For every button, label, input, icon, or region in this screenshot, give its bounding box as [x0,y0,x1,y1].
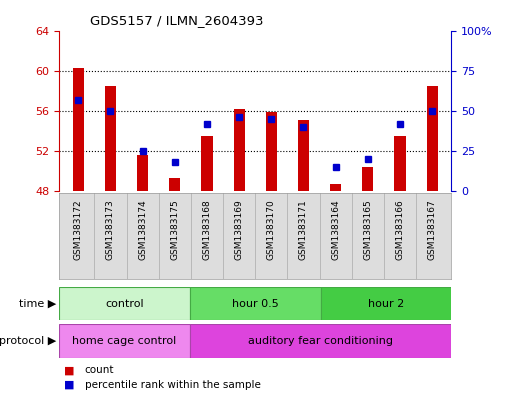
Text: GSM1383168: GSM1383168 [203,200,211,260]
Text: GSM1383174: GSM1383174 [138,200,147,260]
Bar [362,167,373,191]
Bar [59,324,190,358]
Text: GSM1383165: GSM1383165 [363,200,372,260]
Text: percentile rank within the sample: percentile rank within the sample [85,380,261,390]
Bar [266,112,277,191]
Text: GSM1383166: GSM1383166 [396,200,404,260]
Bar [190,287,321,320]
Text: hour 2: hour 2 [368,299,404,309]
Text: control: control [105,299,144,309]
Bar [169,178,181,191]
Bar [59,287,190,320]
Text: GSM1383167: GSM1383167 [428,200,437,260]
Bar [321,287,451,320]
Bar [298,120,309,191]
Text: GSM1383175: GSM1383175 [170,200,180,260]
Text: ■: ■ [64,365,74,375]
Bar [233,109,245,191]
Text: home cage control: home cage control [72,336,176,346]
Text: GSM1383169: GSM1383169 [234,200,244,260]
Text: protocol ▶: protocol ▶ [0,336,56,346]
Bar [73,68,84,191]
Text: ■: ■ [64,380,74,390]
Text: GSM1383164: GSM1383164 [331,200,340,260]
Text: GSM1383170: GSM1383170 [267,200,276,260]
Text: GSM1383171: GSM1383171 [299,200,308,260]
Text: GDS5157 / ILMN_2604393: GDS5157 / ILMN_2604393 [90,15,264,28]
Bar [330,184,341,191]
Bar [201,136,212,191]
Bar [137,155,148,191]
Bar [190,324,451,358]
Text: GSM1383172: GSM1383172 [74,200,83,260]
Text: auditory fear conditioning: auditory fear conditioning [248,336,393,346]
Text: GSM1383173: GSM1383173 [106,200,115,260]
Text: hour 0.5: hour 0.5 [232,299,279,309]
Bar [426,86,438,191]
Text: time ▶: time ▶ [19,299,56,309]
Text: count: count [85,365,114,375]
Bar [105,86,116,191]
Bar [394,136,406,191]
